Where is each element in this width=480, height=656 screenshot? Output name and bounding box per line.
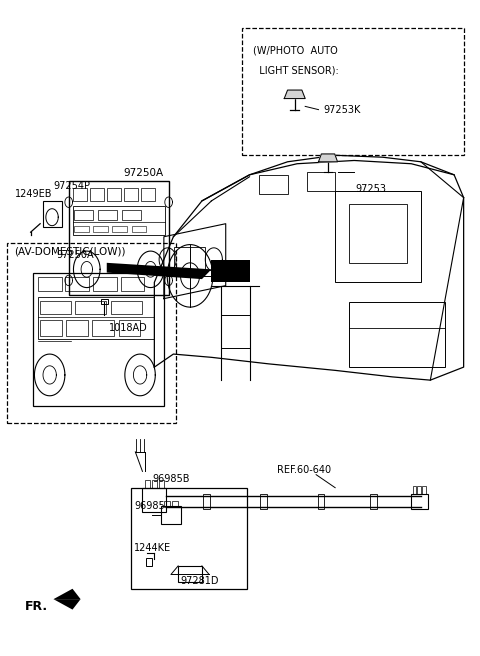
Bar <box>146 558 152 566</box>
Bar <box>120 277 144 291</box>
Bar <box>174 247 205 273</box>
Bar <box>318 493 324 509</box>
Bar <box>33 273 164 406</box>
Bar <box>93 319 114 336</box>
Bar <box>422 485 426 494</box>
Bar <box>370 493 377 509</box>
Bar <box>107 188 121 201</box>
Bar <box>43 201 61 227</box>
Bar <box>75 300 106 314</box>
Bar <box>94 226 108 232</box>
Bar <box>38 297 155 339</box>
Text: 96985B: 96985B <box>153 474 190 484</box>
Text: 97281D: 97281D <box>180 576 219 586</box>
Text: (W/PHOTO  AUTO: (W/PHOTO AUTO <box>253 46 337 56</box>
Bar <box>90 188 104 201</box>
Bar <box>164 501 169 507</box>
Polygon shape <box>53 588 81 599</box>
Bar <box>66 319 88 336</box>
Bar <box>242 28 464 155</box>
Bar <box>74 210 94 220</box>
Text: 1249EB: 1249EB <box>15 190 53 199</box>
Bar <box>172 501 178 507</box>
Bar <box>72 188 87 201</box>
Text: 97253: 97253 <box>355 184 386 194</box>
Bar <box>40 319 61 336</box>
Bar <box>131 487 247 588</box>
Bar <box>40 300 71 314</box>
Text: 97253K: 97253K <box>323 105 360 115</box>
Text: LIGHT SENSOR):: LIGHT SENSOR): <box>253 66 338 75</box>
Bar <box>98 210 117 220</box>
Text: 1018AD: 1018AD <box>109 323 148 333</box>
Bar <box>349 302 444 367</box>
Bar <box>178 566 202 583</box>
Text: 1244KE: 1244KE <box>134 543 171 553</box>
Text: FR.: FR. <box>25 600 48 613</box>
Bar <box>152 480 157 488</box>
Bar <box>261 493 267 509</box>
Bar <box>38 277 61 291</box>
Text: 97250A: 97250A <box>123 168 164 178</box>
Bar <box>204 493 210 509</box>
Bar <box>132 226 146 232</box>
Bar <box>413 485 416 494</box>
Text: 97254P: 97254P <box>53 181 90 191</box>
Text: 97250A: 97250A <box>57 250 95 260</box>
Polygon shape <box>212 260 250 282</box>
Bar <box>307 172 335 191</box>
Text: 96985: 96985 <box>134 501 165 511</box>
Polygon shape <box>107 263 212 279</box>
Bar <box>122 210 141 220</box>
Bar <box>124 188 138 201</box>
Text: REF.60-640: REF.60-640 <box>277 465 331 475</box>
Bar <box>69 181 168 295</box>
Polygon shape <box>319 154 337 162</box>
Bar <box>112 226 127 232</box>
Bar <box>7 243 176 422</box>
Bar <box>335 191 421 282</box>
Bar <box>418 485 421 494</box>
Bar <box>411 493 428 509</box>
Bar <box>141 188 156 201</box>
Text: (AV-DOMESTIC(LOW)): (AV-DOMESTIC(LOW)) <box>14 247 125 256</box>
Polygon shape <box>53 599 81 609</box>
Bar <box>72 206 165 236</box>
Bar <box>110 300 142 314</box>
Bar <box>93 277 117 291</box>
Bar <box>65 277 89 291</box>
Bar <box>101 298 108 304</box>
Bar <box>119 319 140 336</box>
Bar <box>74 226 89 232</box>
Bar <box>161 506 180 524</box>
Bar <box>349 204 407 263</box>
Bar <box>259 174 288 194</box>
Polygon shape <box>284 90 305 98</box>
Bar <box>159 480 164 488</box>
Bar <box>143 487 166 512</box>
Bar <box>145 480 150 488</box>
